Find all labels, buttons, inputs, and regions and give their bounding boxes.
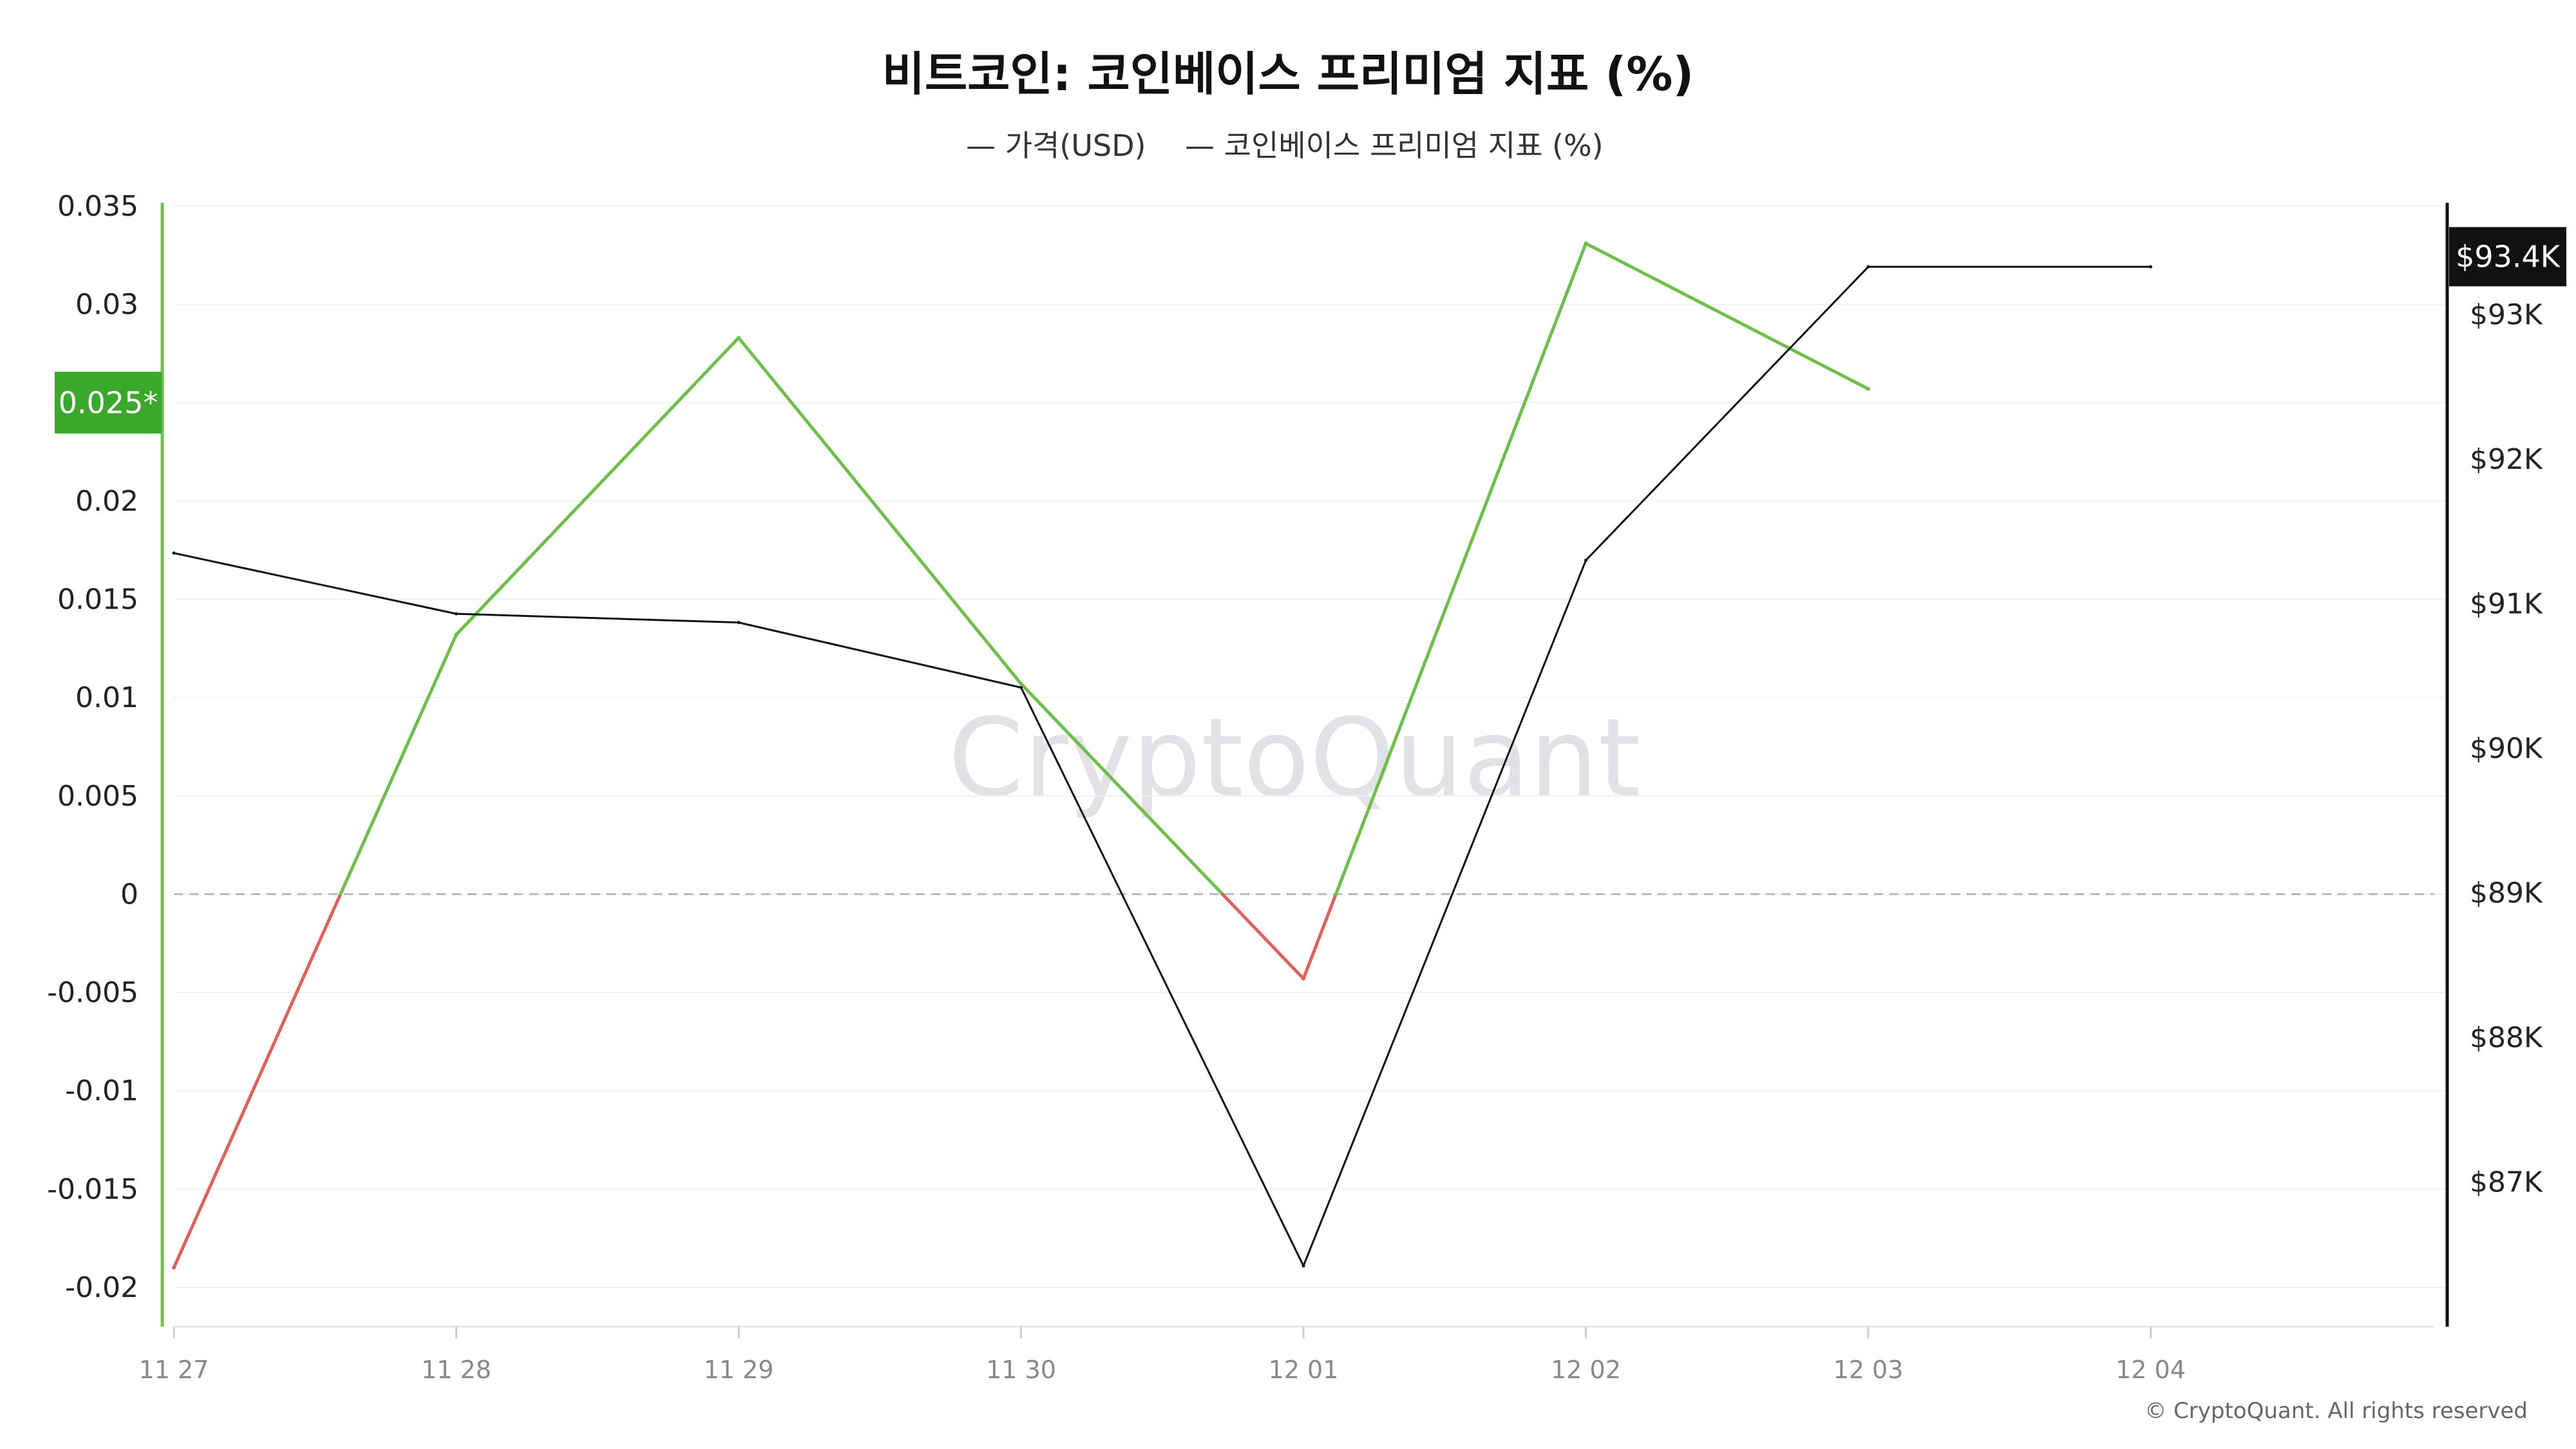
left-tick-label: 0.035: [57, 190, 138, 223]
premium-point: [1866, 386, 1870, 391]
left-tick-label: 0.01: [75, 681, 138, 714]
premium-point: [172, 1265, 176, 1270]
premium-line-segment: [1220, 892, 1305, 981]
price-point: [1866, 265, 1870, 269]
axis-badges: 0.025* $93.4K: [55, 227, 2566, 434]
left-tick-label: 0: [120, 878, 138, 911]
premium-line-segment: [737, 336, 1023, 686]
left-tick-label: 0.015: [57, 583, 138, 616]
right-tick-label: $90K: [2470, 732, 2543, 765]
right-tick-label: $93K: [2470, 298, 2543, 331]
left-current-badge: [55, 372, 162, 434]
right-current-badge-label: $93.4K: [2456, 240, 2561, 274]
left-current-badge-label: 0.025*: [59, 385, 158, 420]
x-tick-label: 12 03: [1833, 1356, 1904, 1384]
x-tick-label: 12 01: [1269, 1356, 1339, 1384]
price-point: [1302, 1264, 1305, 1268]
right-tick-label: $92K: [2470, 443, 2543, 476]
premium-line-segment: [455, 336, 741, 636]
left-tick-label: 0.03: [75, 289, 138, 321]
x-tick-label: 11 27: [139, 1356, 209, 1384]
right-tick-label: $89K: [2470, 876, 2543, 909]
legend-item-premium[interactable]: — 코인베이스 프리미엄 지표 (%): [1185, 128, 1604, 163]
x-tick-label: 11 29: [704, 1356, 774, 1384]
premium-line-segment: [172, 892, 343, 1269]
price-point: [2149, 265, 2152, 269]
price-point: [455, 612, 458, 616]
premium-line-segment: [1302, 892, 1338, 981]
grid: [174, 205, 2447, 1288]
right-tick-label: $87K: [2470, 1166, 2543, 1198]
legend: — 가격(USD) — 코인베이스 프리미엄 지표 (%): [966, 128, 1604, 163]
right-tick-label: $91K: [2470, 587, 2543, 620]
x-tick-label: 11 30: [986, 1356, 1056, 1384]
series-premium: [172, 242, 1870, 1270]
price-point: [1019, 686, 1023, 690]
right-axis-ticks: $93K $92K $91K $90K $89K $88K $87K: [2470, 298, 2543, 1198]
left-tick-label: -0.02: [65, 1271, 138, 1304]
premium-point: [1584, 242, 1588, 245]
x-tick-label: 11 28: [421, 1356, 491, 1384]
x-tick-label: 12 02: [1551, 1356, 1621, 1384]
series-price: [172, 265, 2152, 1268]
x-tick-label: 12 04: [2116, 1356, 2186, 1384]
left-tick-label: -0.01: [65, 1075, 138, 1108]
price-point: [172, 551, 176, 555]
chart-title: 비트코인: 코인베이스 프리미엄 지표 (%): [882, 47, 1694, 101]
premium-line-segment: [1334, 242, 1587, 896]
premium-point: [454, 632, 459, 637]
premium-line-segment: [1019, 682, 1224, 896]
x-axis-ticks: 11 27 11 28 11 29 11 30 12 01 12 02 12 03 12 04: [139, 1327, 2186, 1384]
right-current-badge: [2449, 227, 2566, 287]
left-tick-label: -0.005: [47, 976, 138, 1009]
left-axis-ticks: 0.035 0.03 0.02 0.015 0.01 0.005 0 -0.005 -0.01 -…: [47, 190, 138, 1304]
left-tick-label: -0.015: [47, 1173, 138, 1206]
legend-item-price[interactable]: — 가격(USD): [966, 128, 1146, 163]
premium-line-segment: [339, 632, 458, 896]
right-tick-label: $88K: [2470, 1021, 2543, 1054]
copyright-text: © CryptoQuant. All rights reserved: [2145, 1398, 2528, 1424]
price-line: [173, 265, 2151, 1267]
premium-point: [1019, 681, 1023, 686]
price-point: [1584, 558, 1587, 562]
left-tick-label: 0.02: [75, 485, 138, 518]
premium-point: [737, 336, 741, 340]
price-point: [737, 621, 741, 625]
premium-line-segment: [1584, 242, 1870, 391]
watermark: CryptoQuant: [948, 695, 1640, 821]
premium-point: [1302, 976, 1305, 981]
left-tick-label: 0.005: [57, 780, 138, 813]
